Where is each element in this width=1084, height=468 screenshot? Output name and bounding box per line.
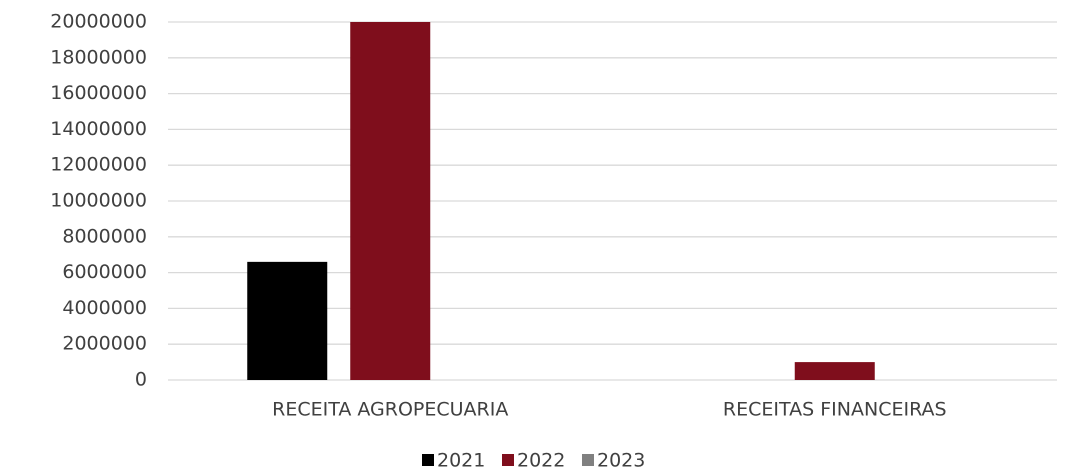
y-tick-label: 20000000 [50,11,147,33]
legend-swatch [422,454,434,466]
y-tick-label: 10000000 [50,190,147,212]
x-tick-label: RECEITA AGROPECUARIA [272,399,508,421]
y-tick-label: 8000000 [62,225,147,247]
y-tick-label: 16000000 [50,82,147,104]
y-tick-label: 12000000 [50,154,147,176]
legend-label: 2023 [597,450,645,468]
y-tick-label: 2000000 [62,333,147,355]
y-tick-label: 14000000 [50,118,147,140]
y-tick-label: 4000000 [62,297,147,319]
legend-swatch [502,454,514,466]
y-tick-label: 18000000 [50,46,147,68]
legend-swatch [582,454,594,466]
y-tick-label: 6000000 [62,261,147,283]
legend-label: 2021 [437,450,485,468]
bar [247,261,328,380]
bar [350,22,431,380]
x-tick-label: RECEITAS FINANCEIRAS [723,399,947,421]
y-tick-label: 0 [135,369,147,391]
bar [794,362,875,380]
legend-label: 2022 [517,450,565,468]
